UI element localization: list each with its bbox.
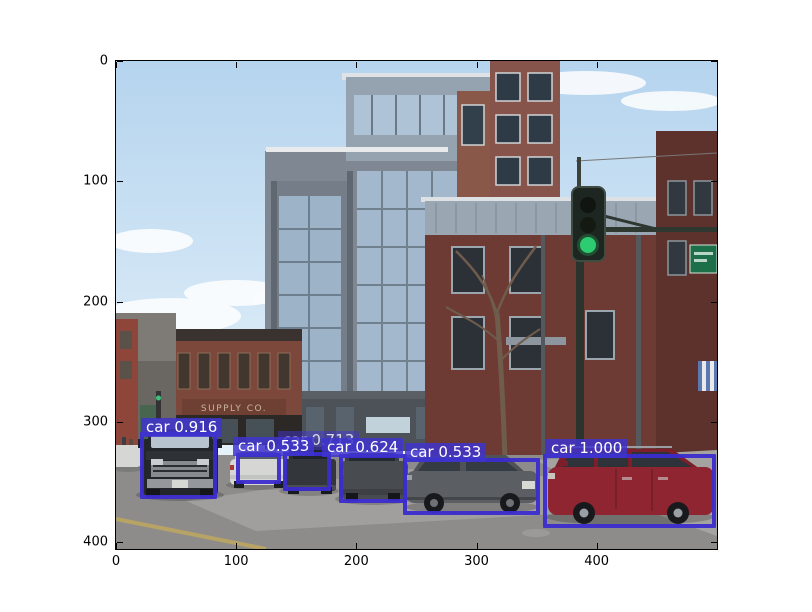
tick-mark (117, 421, 123, 423)
supply-sign-text: SUPPLY CO. (201, 404, 267, 414)
detection-label: car 0.916 (141, 418, 223, 437)
detection-label: car 1.000 (546, 439, 628, 458)
detection-overlay: car 0.916 car 0.713 car 0.533 car 0.624 car … (116, 61, 717, 549)
detection-box (339, 454, 407, 503)
tick-mark (711, 181, 717, 183)
tick-mark (356, 62, 358, 68)
tick-mark (356, 543, 358, 549)
detection-box (543, 454, 716, 528)
x-tick-label: 0 (111, 554, 121, 569)
detection-label: car 0.533 (405, 443, 487, 462)
tick-mark (711, 301, 717, 303)
detection-label: car 0.533 (233, 437, 315, 456)
tick-mark (476, 543, 478, 549)
awning (698, 361, 717, 391)
y-tick-label: 100 (83, 173, 108, 189)
green-light (580, 237, 596, 253)
tree (445, 245, 541, 461)
detection-box (283, 452, 331, 491)
tick-mark (236, 543, 238, 549)
x-tick-label: 200 (343, 554, 369, 569)
tick-mark (596, 543, 598, 549)
detection-box (403, 458, 540, 515)
x-tick-label: 100 (223, 554, 249, 569)
tick-mark (711, 421, 717, 423)
x-tick-label: 300 (464, 554, 489, 569)
tick-mark (117, 542, 123, 543)
detection-box (236, 453, 281, 484)
x-tick-label: 400 (584, 554, 610, 569)
tick-mark (711, 542, 717, 543)
tick-mark (596, 62, 598, 68)
y-tick-label: 0 (99, 53, 108, 69)
distant-white-car (116, 445, 142, 467)
tick-mark (116, 543, 117, 549)
traffic-light (571, 157, 717, 460)
storefront-sign (366, 417, 410, 433)
small-traffic-light (156, 391, 161, 419)
tick-mark (116, 62, 117, 68)
detection-box (140, 432, 217, 499)
y-tick-label: 200 (83, 294, 108, 309)
detection-label: car 0.624 (322, 438, 404, 457)
y-tick-label: 300 (83, 414, 108, 430)
maroon-building (421, 131, 717, 461)
street-photo: SUPPLY CO. (116, 61, 717, 549)
tick-mark (236, 62, 238, 68)
tick-mark (117, 61, 123, 62)
tick-mark (117, 181, 123, 183)
tick-mark (476, 62, 478, 68)
y-tick-label: 400 (83, 534, 108, 550)
tick-mark (711, 61, 717, 62)
tick-mark (117, 301, 123, 303)
